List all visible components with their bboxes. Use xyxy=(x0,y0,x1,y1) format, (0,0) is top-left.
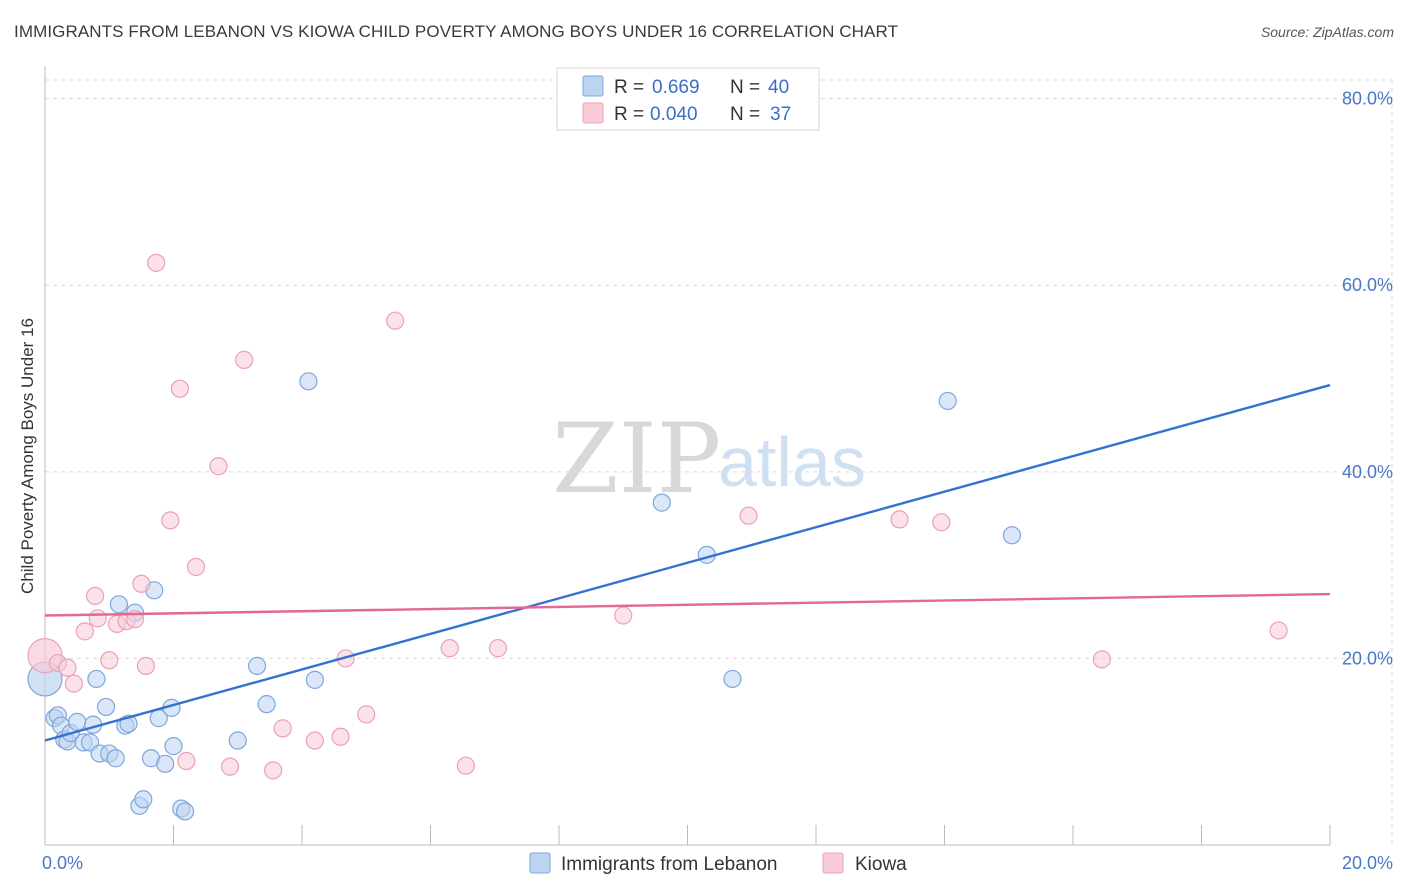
y-tick-label: 80.0% xyxy=(1342,89,1393,109)
kiowa-trend-line xyxy=(44,592,1331,617)
kiowa-point xyxy=(273,719,292,738)
lebanon-point xyxy=(257,695,276,714)
kiowa-point xyxy=(58,658,77,677)
lebanon-point xyxy=(299,372,318,391)
kiowa-point xyxy=(305,731,324,750)
legend-swatch-kiowa xyxy=(822,852,844,874)
legend-label-kiowa: Kiowa xyxy=(855,854,907,875)
kiowa-point xyxy=(357,705,376,724)
kiowa-point xyxy=(331,727,350,746)
kiowa-point xyxy=(86,586,105,606)
legend-n-value: 40 xyxy=(768,77,789,98)
kiowa-point xyxy=(263,761,283,780)
kiowa-point xyxy=(488,639,508,658)
lebanon-point xyxy=(723,669,742,689)
kiowa-point xyxy=(456,756,475,775)
legend-n-label: N = xyxy=(730,77,760,98)
kiowa-point xyxy=(235,350,254,369)
kiowa-point xyxy=(932,513,951,532)
lebanon-point xyxy=(109,595,128,614)
legend-r-label: R = xyxy=(614,104,644,125)
y-tick-label: 20.0% xyxy=(1342,648,1393,668)
lebanon-point xyxy=(247,656,267,675)
kiowa-point xyxy=(100,651,119,670)
kiowa-point xyxy=(220,757,240,776)
kiowa-point xyxy=(209,457,228,476)
data-points xyxy=(27,253,1288,821)
watermark: ZIP atlas xyxy=(552,403,866,515)
lebanon-point xyxy=(156,754,175,773)
tick-labels: 20.0% 40.0% 60.0% 80.0% 0.0% 20.0% xyxy=(42,89,1393,873)
y-tick-label: 60.0% xyxy=(1342,275,1393,295)
lebanon-trend-line xyxy=(44,383,1331,742)
kiowa-point xyxy=(147,253,166,272)
y-axis-label: Child Poverty Among Boys Under 16 xyxy=(18,318,37,594)
lebanon-point xyxy=(68,712,87,731)
kiowa-point xyxy=(1269,621,1288,640)
legend-n-value: 37 xyxy=(770,104,791,125)
legend-swatch-pink xyxy=(582,102,604,124)
kiowa-point xyxy=(177,751,196,771)
x-tick-label: 0.0% xyxy=(42,853,83,873)
trend-lines xyxy=(44,383,1331,742)
kiowa-point xyxy=(614,606,633,625)
lebanon-point xyxy=(164,737,183,756)
lebanon-point xyxy=(175,802,195,821)
kiowa-point xyxy=(739,506,758,525)
kiowa-point xyxy=(75,622,94,641)
kiowa-point xyxy=(186,557,206,577)
legend-label-lebanon: Immigrants from Lebanon xyxy=(561,854,778,875)
lebanon-point xyxy=(938,391,957,411)
kiowa-point xyxy=(890,510,909,529)
lebanon-point xyxy=(1002,526,1022,545)
y-tick-label: 40.0% xyxy=(1342,462,1393,482)
legend-swatch-blue xyxy=(582,75,604,97)
kiowa-point xyxy=(161,511,180,530)
legend-r-label: R = xyxy=(614,77,644,98)
chart-title: IMMIGRANTS FROM LEBANON VS KIOWA CHILD P… xyxy=(14,22,899,41)
lebanon-point xyxy=(96,697,116,717)
legend-r-value: 0.669 xyxy=(652,77,700,98)
watermark-atlas: atlas xyxy=(718,423,866,501)
lebanon-point xyxy=(652,493,671,512)
watermark-zip: ZIP xyxy=(552,403,721,515)
kiowa-point xyxy=(170,379,190,398)
series-legend: Immigrants from Lebanon Kiowa xyxy=(529,852,907,875)
kiowa-point xyxy=(136,656,155,675)
kiowa-point xyxy=(64,674,84,693)
legend-n-label: N = xyxy=(730,104,760,125)
lebanon-point xyxy=(305,670,324,689)
lebanon-point xyxy=(134,790,153,809)
kiowa-point xyxy=(386,311,405,330)
x-tick-label: 20.0% xyxy=(1342,853,1393,873)
source-credit: Source: ZipAtlas.com xyxy=(1260,24,1394,40)
lebanon-point xyxy=(228,731,247,750)
legend-r-value: 0.040 xyxy=(650,104,698,125)
legend-swatch-lebanon xyxy=(529,852,551,874)
lebanon-point xyxy=(87,669,106,689)
kiowa-point xyxy=(88,609,107,628)
stats-legend: R = 0.669 N = 40 R = 0.040 N = 37 xyxy=(556,67,820,131)
axes xyxy=(44,66,1331,846)
kiowa-point xyxy=(1092,650,1112,669)
kiowa-point xyxy=(440,639,459,658)
kiowa-point xyxy=(132,574,151,593)
lebanon-point xyxy=(106,749,125,768)
